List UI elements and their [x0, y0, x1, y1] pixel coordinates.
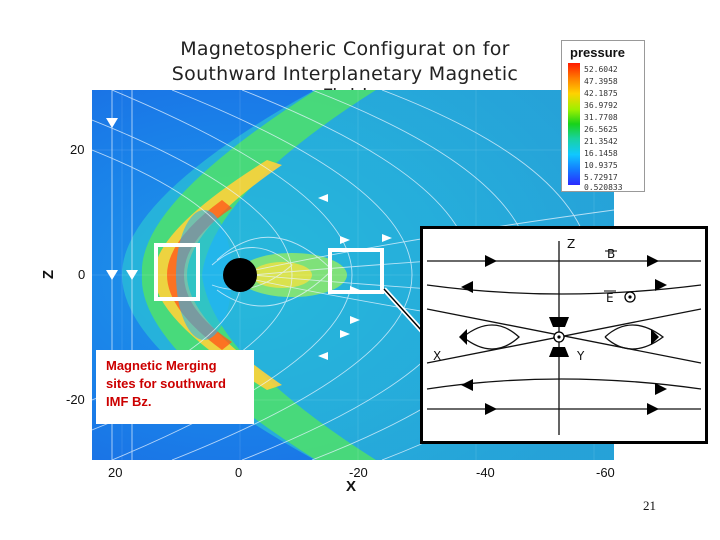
y-tick: -20: [66, 392, 85, 407]
reconnection-inset: Z B E X Y: [420, 226, 708, 444]
pressure-legend: pressure 52.6042 47.3958 42.1875 36.9792…: [561, 40, 645, 192]
dayside-merging-box: [154, 243, 200, 301]
x-tick: 20: [108, 465, 123, 480]
legend-level: 52.6042: [584, 65, 618, 74]
earth: [223, 258, 257, 292]
colorbar: [568, 63, 580, 185]
inset-b-label: B: [607, 247, 616, 261]
inset-x-label: X: [433, 349, 442, 363]
x-axis-label: X: [346, 478, 357, 495]
title-line-1: Magnetospheric Configurat on for: [180, 38, 510, 60]
legend-level: 16.1458: [584, 149, 618, 158]
legend-level: 42.1875: [584, 89, 618, 98]
legend-level: 31.7708: [584, 113, 618, 122]
tail-merging-box: [328, 248, 384, 294]
merging-annotation: Magnetic Merging sites for southward IMF…: [96, 350, 254, 424]
x-tick: -20: [349, 465, 368, 480]
y-tick: 0: [78, 267, 86, 282]
y-tick: 20: [70, 142, 85, 157]
legend-title: pressure: [570, 45, 625, 60]
inset-e-label: E: [606, 291, 614, 305]
legend-level: 5.72917: [584, 173, 618, 182]
x-tick: -40: [476, 465, 495, 480]
z-axis-label: Z: [40, 269, 58, 280]
legend-level: 36.9792: [584, 101, 618, 110]
legend-level: 0.520833: [584, 183, 623, 192]
annotation-line: sites for southward: [106, 376, 226, 391]
legend-level: 47.3958: [584, 77, 618, 86]
x-tick: -60: [596, 465, 615, 480]
legend-level: 10.9375: [584, 161, 618, 170]
legend-level: 26.5625: [584, 125, 618, 134]
annotation-line: IMF Bz.: [106, 394, 152, 409]
inset-connector: [382, 287, 424, 333]
legend-level: 21.3542: [584, 137, 618, 146]
inset-y-label: Y: [577, 349, 585, 363]
reconnection-diagram: [426, 241, 702, 435]
annotation-line: Magnetic Merging: [106, 358, 217, 373]
inset-z-label: Z: [567, 237, 576, 251]
slide-number: 21: [643, 498, 656, 513]
x-tick: 0: [235, 465, 243, 480]
